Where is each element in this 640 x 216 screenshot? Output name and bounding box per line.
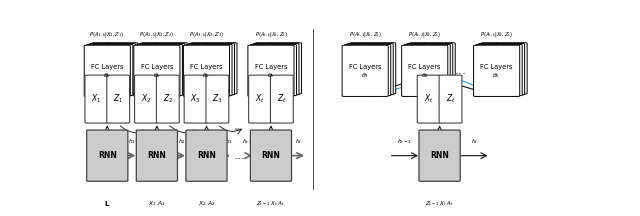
Text: FC Layers: FC Layers xyxy=(255,64,287,70)
Text: $h_t$: $h_t$ xyxy=(295,137,302,146)
FancyBboxPatch shape xyxy=(134,75,157,123)
FancyBboxPatch shape xyxy=(406,44,452,95)
Text: $Z_{t-1}\ X_t\ A_t$: $Z_{t-1}\ X_t\ A_t$ xyxy=(425,199,454,208)
FancyBboxPatch shape xyxy=(141,43,188,94)
Text: RNN: RNN xyxy=(430,151,449,160)
FancyBboxPatch shape xyxy=(271,75,293,123)
FancyBboxPatch shape xyxy=(409,43,455,94)
FancyBboxPatch shape xyxy=(349,43,396,94)
Text: $X_3$: $X_3$ xyxy=(190,93,201,105)
FancyBboxPatch shape xyxy=(186,130,227,181)
FancyBboxPatch shape xyxy=(419,130,460,181)
FancyBboxPatch shape xyxy=(439,75,462,123)
Text: FC Layers: FC Layers xyxy=(91,64,124,70)
FancyBboxPatch shape xyxy=(402,45,448,96)
Text: FC Layers: FC Layers xyxy=(141,64,173,70)
Text: $X_2\ A_2$: $X_2\ A_2$ xyxy=(198,199,215,208)
Text: $\theta_k$: $\theta_k$ xyxy=(267,71,275,80)
Text: FC Layers: FC Layers xyxy=(481,64,513,70)
Text: $\theta_k$: $\theta_k$ xyxy=(202,71,211,80)
Text: $Z_{t-1}\ X_t\ A_t$: $Z_{t-1}\ X_t\ A_t$ xyxy=(257,199,285,208)
Text: $h_{t-1}$: $h_{t-1}$ xyxy=(397,137,412,146)
Text: RNN: RNN xyxy=(197,151,216,160)
FancyBboxPatch shape xyxy=(255,43,301,94)
FancyBboxPatch shape xyxy=(191,43,237,94)
FancyBboxPatch shape xyxy=(250,130,292,181)
Text: $X_1\ A_1$: $X_1\ A_1$ xyxy=(148,199,166,208)
Text: $\theta_1$: $\theta_1$ xyxy=(361,71,369,80)
Text: $\theta_2$: $\theta_2$ xyxy=(420,71,429,80)
Text: $\theta_k$: $\theta_k$ xyxy=(103,71,111,80)
FancyBboxPatch shape xyxy=(417,75,440,123)
Text: $P(A_{2,k}|X_2,Z_2)$: $P(A_{2,k}|X_2,Z_2)$ xyxy=(139,30,175,39)
Text: FC Layers: FC Layers xyxy=(349,64,381,70)
FancyBboxPatch shape xyxy=(253,44,299,95)
Text: $Z_3$: $Z_3$ xyxy=(212,93,223,105)
FancyBboxPatch shape xyxy=(342,45,388,96)
Text: $Z_t$: $Z_t$ xyxy=(445,93,455,105)
Text: $P(A_{t,1}|X_t,Z_t)$: $P(A_{t,1}|X_t,Z_t)$ xyxy=(349,30,381,39)
FancyBboxPatch shape xyxy=(86,130,128,181)
Text: ...: ... xyxy=(234,149,246,162)
FancyBboxPatch shape xyxy=(136,130,177,181)
FancyBboxPatch shape xyxy=(86,44,133,96)
FancyBboxPatch shape xyxy=(404,44,451,96)
FancyBboxPatch shape xyxy=(107,75,129,123)
FancyBboxPatch shape xyxy=(344,44,391,96)
Text: $h_2$: $h_2$ xyxy=(178,137,186,146)
FancyBboxPatch shape xyxy=(92,43,138,94)
Text: $X_t$: $X_t$ xyxy=(424,93,434,105)
Text: $\theta_k$: $\theta_k$ xyxy=(492,71,501,80)
FancyBboxPatch shape xyxy=(206,75,229,123)
FancyBboxPatch shape xyxy=(186,44,232,96)
Text: $P(A_{t,2}|X_t,Z_t)$: $P(A_{t,2}|X_t,Z_t)$ xyxy=(408,30,441,39)
Text: $Z_2$: $Z_2$ xyxy=(163,93,173,105)
Text: $X_t$: $X_t$ xyxy=(255,93,265,105)
Text: $X_1$: $X_1$ xyxy=(91,93,102,105)
Text: $P(A_{3,k}|X_3,Z_3)$: $P(A_{3,k}|X_3,Z_3)$ xyxy=(189,30,224,39)
Text: $h_{t-1}$: $h_{t-1}$ xyxy=(243,137,257,146)
FancyBboxPatch shape xyxy=(184,45,230,96)
Text: $\theta_k$: $\theta_k$ xyxy=(152,71,161,80)
FancyBboxPatch shape xyxy=(481,43,527,94)
FancyBboxPatch shape xyxy=(188,44,234,95)
FancyBboxPatch shape xyxy=(139,44,185,95)
Text: $X_2$: $X_2$ xyxy=(141,93,151,105)
FancyBboxPatch shape xyxy=(474,45,520,96)
FancyBboxPatch shape xyxy=(250,44,296,96)
FancyBboxPatch shape xyxy=(347,44,393,95)
FancyBboxPatch shape xyxy=(476,44,522,96)
Text: $P(A_{t,k}|X_t,Z_t)$: $P(A_{t,k}|X_t,Z_t)$ xyxy=(255,30,287,39)
Text: $h_3$: $h_3$ xyxy=(225,137,233,146)
Text: $P(A_{t,k}|X_t,Z_t)$: $P(A_{t,k}|X_t,Z_t)$ xyxy=(480,30,513,39)
FancyBboxPatch shape xyxy=(134,45,180,96)
Text: $P(A_{1,k}|X_1,Z_1)$: $P(A_{1,k}|X_1,Z_1)$ xyxy=(90,30,125,39)
Text: $Z_1$: $Z_1$ xyxy=(113,93,124,105)
Text: $h_t$: $h_t$ xyxy=(471,137,478,146)
Text: FC Layers: FC Layers xyxy=(190,64,223,70)
FancyBboxPatch shape xyxy=(184,75,207,123)
Text: ...: ... xyxy=(454,64,467,77)
Text: FC Layers: FC Layers xyxy=(408,64,441,70)
Text: $h_1$: $h_1$ xyxy=(128,137,136,146)
Text: $Z_t$: $Z_t$ xyxy=(277,93,287,105)
FancyBboxPatch shape xyxy=(85,75,108,123)
Text: $\mathbf{L}$: $\mathbf{L}$ xyxy=(104,199,110,208)
FancyBboxPatch shape xyxy=(479,44,525,95)
FancyBboxPatch shape xyxy=(84,45,131,96)
FancyBboxPatch shape xyxy=(156,75,179,123)
FancyBboxPatch shape xyxy=(89,44,135,95)
FancyBboxPatch shape xyxy=(248,45,294,96)
Text: RNN: RNN xyxy=(98,151,116,160)
FancyBboxPatch shape xyxy=(248,75,271,123)
Text: RNN: RNN xyxy=(262,151,280,160)
Text: RNN: RNN xyxy=(147,151,166,160)
FancyBboxPatch shape xyxy=(136,44,182,96)
